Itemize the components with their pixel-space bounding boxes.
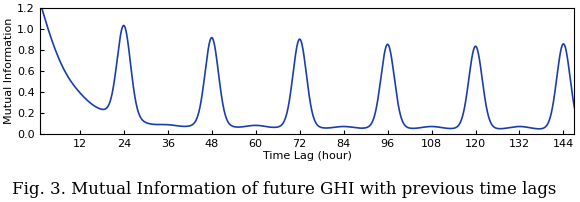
X-axis label: Time Lag (hour): Time Lag (hour) xyxy=(263,152,351,161)
Text: Fig. 3. Mutual Information of future GHI with previous time lags: Fig. 3. Mutual Information of future GHI… xyxy=(12,181,556,198)
Y-axis label: Mutual Information: Mutual Information xyxy=(4,18,14,124)
